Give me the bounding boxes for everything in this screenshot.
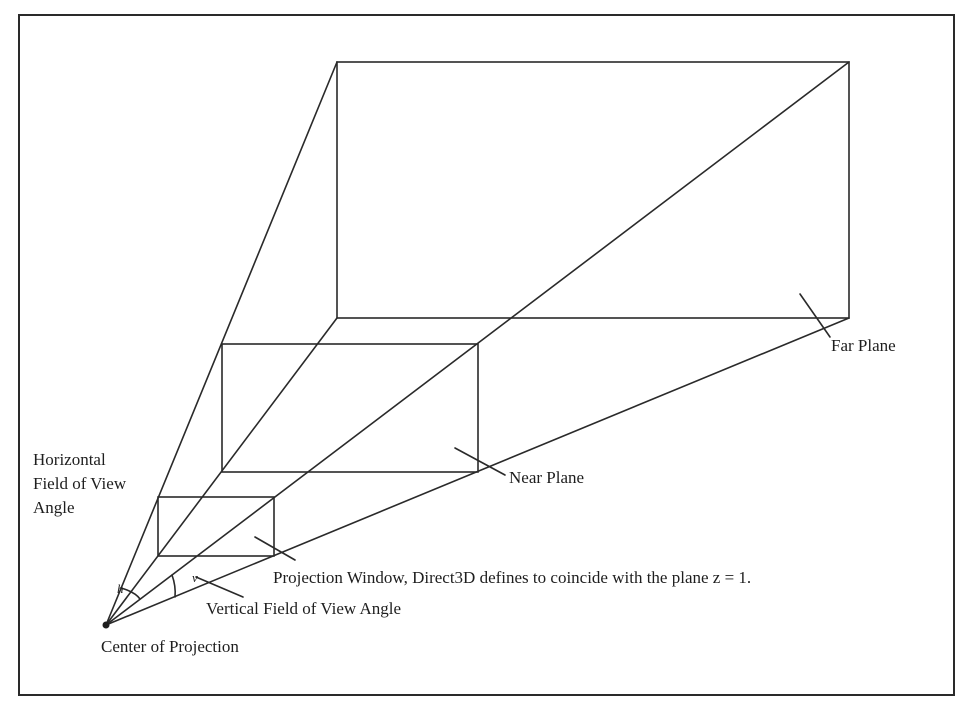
vertical-angle-arc [171, 574, 176, 598]
horizontal-angle-arc [120, 587, 141, 600]
far-plane-leader [799, 293, 831, 338]
near-plane-leader [454, 447, 506, 476]
frustum-edge-bottom-right [105, 317, 850, 626]
frustum-edge-top-left [105, 61, 338, 626]
projection-window-leader [254, 536, 296, 561]
horizontal-fov-label-line2: Field of View [33, 474, 127, 493]
h-angle-symbol: h [117, 581, 124, 596]
projection-window-rect [157, 496, 275, 557]
horizontal-fov-label-line3: Angle [33, 498, 75, 517]
center-of-projection-label: Center of Projection [101, 637, 239, 656]
horizontal-fov-label-line1: Horizontal [33, 450, 106, 469]
v-angle-symbol: v [192, 570, 198, 585]
near-plane-rect [221, 343, 479, 473]
far-plane-label: Far Plane [831, 336, 896, 355]
vertical-fov-label: Vertical Field of View Angle [206, 599, 401, 618]
frustum-edge-top-right [105, 61, 850, 626]
diagram-frame [18, 14, 955, 696]
vertical-fov-leader [195, 576, 244, 598]
projection-window-label: Projection Window, Direct3D defines to c… [273, 568, 751, 587]
center-of-projection-point [102, 621, 110, 629]
near-plane-label: Near Plane [509, 468, 584, 487]
far-plane-rect [336, 61, 850, 319]
frustum-edge-bottom-left [105, 317, 338, 626]
